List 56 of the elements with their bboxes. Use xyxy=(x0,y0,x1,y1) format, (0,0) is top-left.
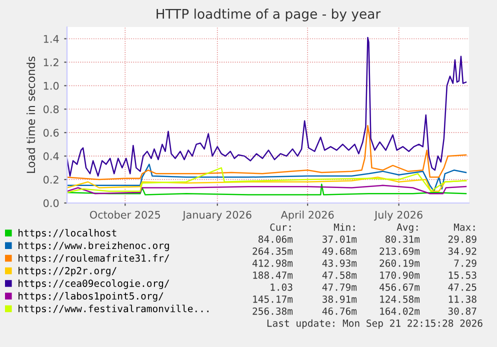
y-tick-label: 1.2 xyxy=(44,58,58,66)
text: 412.98m xyxy=(252,259,293,267)
text: 145.17m xyxy=(253,296,293,303)
x-tick-label: April 2026 xyxy=(280,210,334,221)
text: 80.31m xyxy=(386,235,420,243)
y-tick-label: 1.4 xyxy=(44,35,59,43)
text: 29.89 xyxy=(448,235,476,243)
line-series xyxy=(67,124,467,180)
legend-label: https://2p2r.org/ xyxy=(18,266,116,276)
legend-label: https://labos1point5.org/ xyxy=(18,292,164,302)
x-tick-label: July 2026 xyxy=(374,210,422,221)
text: 213.69m xyxy=(380,247,420,255)
legend-label: https://roulemafrite31.fr/ xyxy=(18,254,170,264)
line-series xyxy=(67,36,467,177)
y-tick-label: 0.0 xyxy=(43,199,59,208)
text: 164.02m xyxy=(380,307,420,315)
legend-label: https://cea09ecologie.org/ xyxy=(18,279,170,289)
legend-label: https://www.festivalramonville... xyxy=(18,304,208,314)
text: 46.76m xyxy=(322,307,357,315)
y-tick-label: 0.8 xyxy=(43,105,59,114)
text: 84.06m xyxy=(258,235,293,243)
x-tick-label: January 2026 xyxy=(182,210,252,221)
x-tick-label: October 2025 xyxy=(90,210,160,219)
legend-label: https://localhost xyxy=(18,229,116,238)
y-axis-title: Load time in seconds xyxy=(26,56,36,173)
text: 7.29 xyxy=(454,259,476,267)
text: 1.03 xyxy=(270,283,292,291)
text: Max: xyxy=(454,224,475,231)
text: 188.47m xyxy=(253,271,293,279)
text: 38.91m xyxy=(322,295,357,303)
y-tick-label: 0.4 xyxy=(43,152,59,160)
text: 170.90m xyxy=(380,271,420,279)
text: 11.38 xyxy=(448,295,476,303)
y-tick-label: 0.2 xyxy=(43,176,58,184)
text: 264.35m xyxy=(252,247,293,255)
text: Cur: xyxy=(270,223,291,231)
text: 49.68m xyxy=(322,247,357,255)
chart-title: HTTP loadtime of a page - by year xyxy=(156,8,381,22)
legend-label: https://www.breizhenoc.org xyxy=(18,242,169,252)
text: 47.58m xyxy=(322,271,357,279)
text: 30.87 xyxy=(448,307,476,315)
text: 47.79m xyxy=(322,283,357,291)
y-tick-label: 1.0 xyxy=(44,82,59,90)
text: 260.19m xyxy=(380,259,420,267)
text: Last update: Mon Sep 21 22:15:28 2026 xyxy=(267,319,482,329)
text: 34.92 xyxy=(448,247,476,255)
text: 15.53 xyxy=(448,271,476,279)
text: 37.01m xyxy=(322,235,357,243)
text: 47.25 xyxy=(448,283,476,291)
text: Min: xyxy=(334,223,355,231)
text: 456.67m xyxy=(380,283,420,291)
text: 43.93m xyxy=(322,259,357,267)
text: 124.58m xyxy=(380,295,420,303)
text: 256.38m xyxy=(252,307,293,315)
text: Avg: xyxy=(396,224,418,233)
y-tick-label: 0.6 xyxy=(43,128,59,137)
